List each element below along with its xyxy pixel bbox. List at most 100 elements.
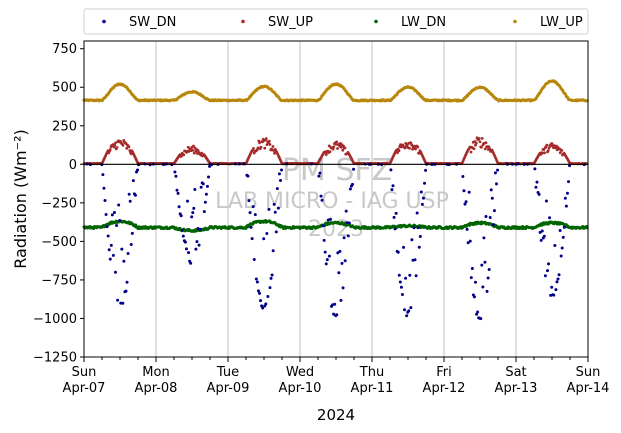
data-point <box>193 188 197 192</box>
data-point <box>480 263 484 267</box>
legend-label: SW_UP <box>268 15 313 30</box>
data-point <box>540 151 544 155</box>
data-point <box>492 209 496 213</box>
data-point <box>487 267 491 271</box>
data-point <box>189 261 193 265</box>
data-point <box>399 285 403 289</box>
x-tick-date: Apr-13 <box>495 381 538 396</box>
y-tick-label: −1250 <box>33 351 77 366</box>
data-point <box>394 211 398 215</box>
data-point <box>175 188 179 192</box>
x-tick-date: Apr-07 <box>63 381 106 396</box>
x-tick-date: Apr-14 <box>567 381 610 396</box>
data-point <box>203 200 207 204</box>
data-point <box>338 249 342 253</box>
data-point <box>545 143 549 147</box>
data-point <box>327 254 331 258</box>
data-point <box>486 276 490 280</box>
data-point <box>265 143 269 147</box>
y-tick-label: −750 <box>41 273 77 288</box>
data-point <box>328 217 332 221</box>
data-point <box>256 146 260 150</box>
data-point <box>409 306 413 310</box>
data-point <box>121 301 125 305</box>
data-point <box>343 146 347 150</box>
data-point <box>114 141 117 145</box>
data-point <box>480 137 484 140</box>
data-point <box>253 213 257 217</box>
x-tick-day: Sat <box>505 365 526 380</box>
data-points <box>82 79 589 321</box>
data-point <box>391 184 395 188</box>
data-point <box>103 198 107 202</box>
data-point <box>105 225 109 229</box>
data-point <box>546 149 550 153</box>
data-point <box>334 142 338 146</box>
data-point <box>133 193 137 197</box>
data-point <box>476 310 480 314</box>
y-tick-label: −250 <box>41 196 77 211</box>
data-point <box>495 182 498 186</box>
data-point <box>272 202 276 206</box>
data-point <box>332 145 336 149</box>
data-point <box>547 146 551 150</box>
data-point <box>560 149 564 152</box>
data-point <box>124 289 128 293</box>
legend-marker <box>374 19 378 24</box>
data-point <box>398 280 402 284</box>
data-point <box>397 149 401 153</box>
data-point <box>208 164 212 168</box>
data-point <box>134 223 138 227</box>
data-point <box>484 141 488 145</box>
data-point <box>258 141 261 145</box>
data-point <box>556 277 560 281</box>
data-point <box>416 145 420 149</box>
data-point <box>468 239 472 243</box>
data-point <box>464 200 468 204</box>
data-point <box>102 186 106 190</box>
data-point <box>106 234 110 238</box>
legend-marker <box>241 19 245 24</box>
data-point <box>341 148 345 152</box>
data-point <box>256 289 260 293</box>
data-point <box>393 227 397 231</box>
data-point <box>540 229 544 233</box>
data-point <box>173 170 177 174</box>
data-point <box>554 288 558 292</box>
data-point <box>552 293 556 297</box>
data-point <box>488 215 492 219</box>
data-point <box>110 213 114 217</box>
data-point <box>396 250 400 254</box>
data-point <box>404 276 408 280</box>
data-point <box>564 204 568 208</box>
data-point <box>352 167 356 171</box>
data-point <box>560 246 564 250</box>
data-point <box>563 196 567 200</box>
data-point <box>490 196 494 200</box>
data-point <box>121 144 125 147</box>
data-point <box>487 145 491 149</box>
x-tick-date: Apr-11 <box>351 381 394 396</box>
data-point <box>405 314 409 318</box>
legend-label: LW_UP <box>540 15 583 30</box>
data-point <box>199 185 203 189</box>
data-point <box>191 211 195 215</box>
data-point <box>410 143 414 147</box>
data-point <box>534 185 538 189</box>
data-point <box>339 298 343 302</box>
data-point <box>176 191 180 195</box>
data-point <box>131 179 135 183</box>
data-point <box>336 251 340 255</box>
x-tick-date: Apr-09 <box>207 381 250 396</box>
data-point <box>271 145 275 148</box>
data-point <box>483 147 487 151</box>
data-point <box>127 192 131 196</box>
data-point <box>320 198 324 202</box>
data-point <box>179 214 183 218</box>
data-point <box>184 247 188 251</box>
data-point <box>562 225 566 229</box>
data-point <box>390 188 394 192</box>
x-tick-date: Apr-08 <box>135 381 178 396</box>
data-point <box>204 192 208 196</box>
